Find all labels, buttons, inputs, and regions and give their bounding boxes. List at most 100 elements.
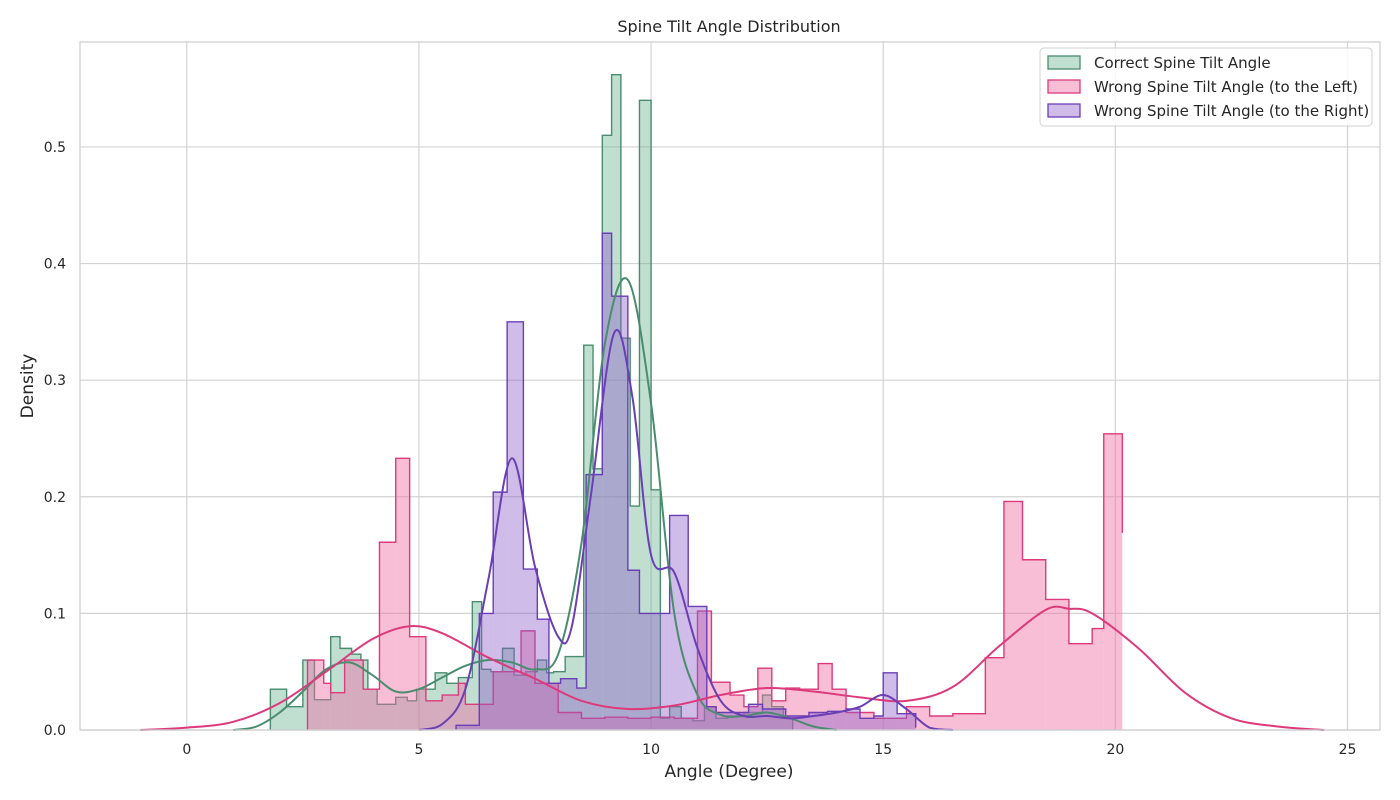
histogram-bar <box>783 718 793 730</box>
histogram-bar <box>409 636 426 730</box>
histogram-bar <box>952 713 986 730</box>
histogram-bar <box>985 657 1004 730</box>
histogram-bar <box>367 689 378 730</box>
histogram-bar <box>602 135 612 730</box>
histogram-bar <box>860 718 874 730</box>
histogram-bar <box>502 648 515 730</box>
histogram-bar <box>873 718 907 730</box>
histogram-bar <box>446 683 459 730</box>
plot-frame <box>79 41 1381 731</box>
histogram-bar <box>377 704 396 730</box>
histogram-bar <box>307 660 324 730</box>
histogram-series-1 <box>306 433 1124 730</box>
chart-title: Spine Tilt Angle Distribution <box>617 17 840 36</box>
histogram-bar <box>1103 433 1123 730</box>
grid-layer <box>80 42 1380 731</box>
histogram-layer <box>269 73 1124 731</box>
histogram-bar <box>535 683 559 730</box>
histogram-bar <box>425 700 443 730</box>
histogram-bar <box>1045 599 1069 730</box>
kde-line-1 <box>140 605 1325 731</box>
legend-swatch-left <box>1047 79 1081 94</box>
histogram-bar <box>416 689 436 730</box>
histogram-bar <box>330 636 340 730</box>
histogram-series-2 <box>455 232 917 731</box>
histogram-bar <box>360 660 368 730</box>
histogram-bar <box>627 570 640 730</box>
histogram-bar <box>302 660 315 730</box>
histogram-bar <box>897 713 916 730</box>
x-tick-label: 0 <box>182 742 191 758</box>
histogram-bar <box>1003 501 1023 730</box>
histogram-bar <box>611 296 628 730</box>
histogram-bar <box>351 654 361 730</box>
histogram-bar <box>363 689 380 730</box>
histogram-bar <box>514 675 526 730</box>
histogram-bar <box>270 689 287 730</box>
histogram-bar <box>490 671 503 730</box>
x-tick-label: 25 <box>1339 742 1357 758</box>
histogram-bar <box>799 689 819 730</box>
histogram-bar <box>757 668 772 730</box>
histogram-bar <box>395 458 410 730</box>
histogram-bar <box>716 718 728 730</box>
histogram-bar <box>846 712 874 730</box>
histogram-outline <box>306 433 1124 730</box>
histogram-bar <box>681 718 693 730</box>
y-axis-label: Density <box>18 354 38 419</box>
kde-line-2 <box>418 329 953 731</box>
histogram-bar <box>620 338 631 730</box>
histogram-bar <box>581 718 605 730</box>
histogram-bar <box>286 706 303 730</box>
histogram-bar <box>565 656 584 730</box>
histogram-bar <box>630 506 640 730</box>
histogram-bar <box>458 683 466 730</box>
histogram-bar <box>1022 559 1046 730</box>
histogram-bar <box>493 492 508 730</box>
kde-line-0 <box>233 277 837 731</box>
histogram-bar <box>627 718 652 730</box>
histogram-bar <box>379 542 396 730</box>
histogram-bar <box>586 474 603 730</box>
histogram-bar <box>611 74 621 730</box>
histogram-bar <box>456 725 480 730</box>
histogram-bar <box>669 515 689 730</box>
x-tick-label: 15 <box>874 742 892 758</box>
histogram-bar <box>727 716 744 730</box>
histogram-bar <box>493 671 522 730</box>
histogram-bar <box>576 688 587 730</box>
x-tick-label: 10 <box>642 742 660 758</box>
histogram-series-0 <box>269 73 794 731</box>
histogram-bar <box>546 672 554 730</box>
y-tick-label: 0.3 <box>44 373 66 389</box>
y-tick-label: 0.1 <box>44 606 66 622</box>
y-tick-label: 0.4 <box>44 257 66 273</box>
legend-label-correct: Correct Spine Tilt Angle <box>1094 54 1271 72</box>
legend-swatch-right <box>1047 103 1081 118</box>
histogram-bar <box>639 613 670 730</box>
histogram-bar <box>1092 628 1104 730</box>
x-tick-label: 20 <box>1106 742 1124 758</box>
legend-label-right: Wrong Spine Tilt Angle (to the Right) <box>1094 102 1369 120</box>
histogram-bar <box>558 712 582 730</box>
histogram-bar <box>507 321 524 730</box>
x-axis-label: Angle (Degree) <box>665 762 794 782</box>
histogram-bar <box>692 720 705 730</box>
x-tick-label: 5 <box>414 742 423 758</box>
histogram-bar <box>340 648 352 730</box>
legend-swatch-correct <box>1047 55 1081 70</box>
tick-label-layer: 0 5 10 15 20 25 0.0 0.1 0.2 0.3 0.4 0.5 <box>44 140 1357 758</box>
histogram-bar <box>704 706 717 730</box>
histogram-bar <box>553 671 566 730</box>
legend-label-left: Wrong Spine Tilt Angle (to the Left) <box>1094 78 1358 96</box>
histogram-bar <box>929 716 953 730</box>
y-tick-label: 0.5 <box>44 140 66 156</box>
legend: Correct Spine Tilt Angle Wrong Spine Til… <box>1039 47 1373 127</box>
histogram-bar <box>602 233 612 731</box>
histogram-bar <box>525 671 538 730</box>
histogram-bar <box>706 706 717 730</box>
legend-box <box>1039 47 1373 127</box>
y-tick-label: 0.0 <box>44 723 66 739</box>
histogram-bar <box>651 489 661 730</box>
histogram-bar <box>407 700 417 730</box>
